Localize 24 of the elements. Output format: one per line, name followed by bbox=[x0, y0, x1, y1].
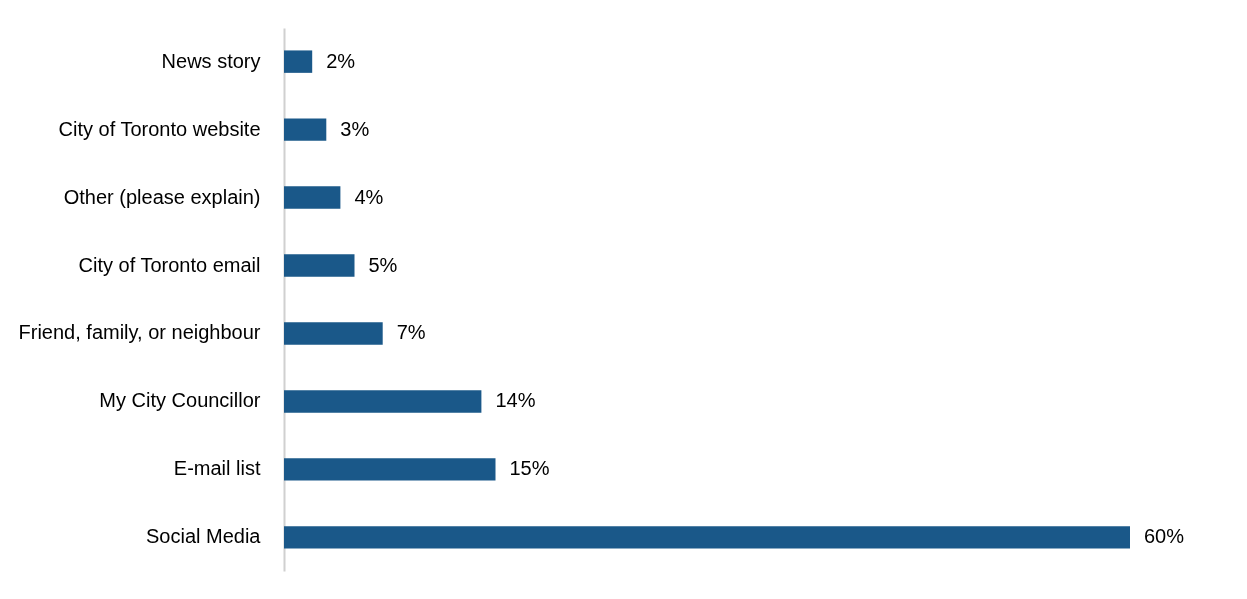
y-tick-label: City of Toronto website bbox=[58, 117, 261, 140]
bar bbox=[284, 50, 313, 73]
bar bbox=[284, 526, 1130, 549]
bar bbox=[284, 254, 355, 277]
y-tick-label: E-mail list bbox=[173, 457, 261, 480]
data-label: 5% bbox=[368, 253, 398, 276]
data-label: 2% bbox=[326, 49, 356, 72]
data-label: 14% bbox=[495, 389, 536, 412]
y-tick-label: City of Toronto email bbox=[78, 253, 261, 276]
data-label: 15% bbox=[509, 457, 550, 480]
y-tick-label: News story bbox=[161, 49, 261, 72]
bar bbox=[284, 186, 341, 209]
bar bbox=[284, 118, 327, 141]
y-tick-label: Other (please explain) bbox=[63, 185, 261, 208]
data-label: 7% bbox=[396, 321, 426, 344]
y-tick-label: My City Councillor bbox=[99, 389, 261, 412]
data-label: 4% bbox=[354, 185, 384, 208]
data-label: 3% bbox=[340, 117, 370, 140]
bar bbox=[284, 458, 496, 481]
y-tick-label: Social Media bbox=[145, 525, 262, 548]
bar bbox=[284, 390, 482, 413]
y-tick-label: Friend, family, or neighbour bbox=[18, 321, 261, 344]
data-label: 60% bbox=[1144, 525, 1185, 548]
bar bbox=[284, 322, 383, 345]
